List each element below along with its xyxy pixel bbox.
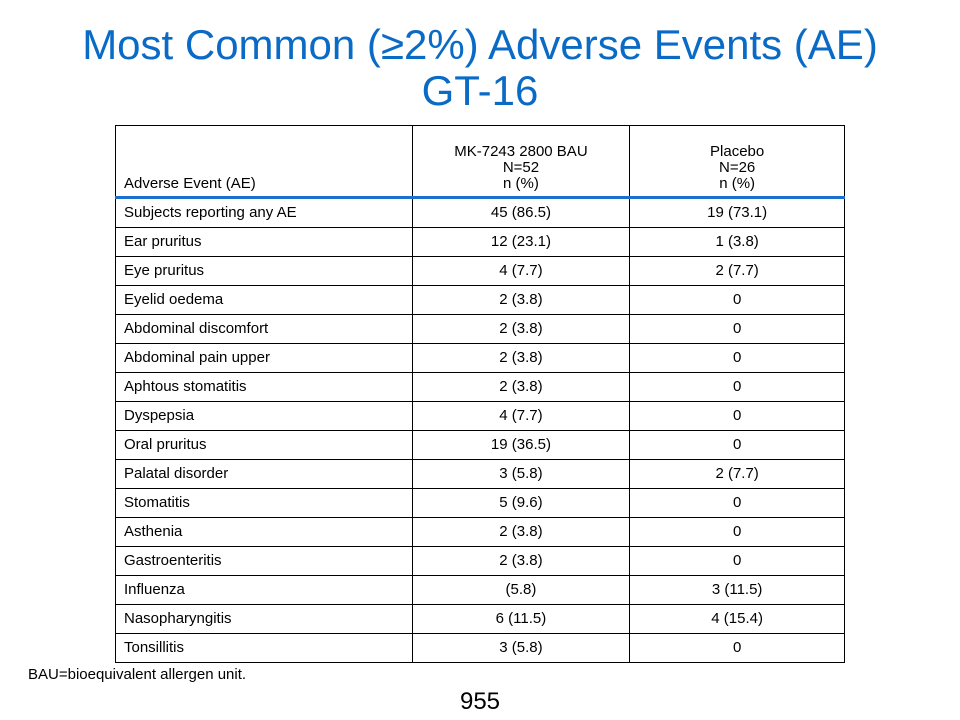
table-row: Subjects reporting any AE 45 (86.5) 19 (73… — [115, 197, 845, 228]
header-placebo-unit: n (%) — [719, 175, 756, 192]
cell-drug: 45 (86.5) — [411, 197, 631, 228]
cell-drug: 3 (5.8) — [411, 633, 631, 663]
cell-placebo: 1 (3.8) — [629, 227, 845, 257]
table-row: Nasopharyngitis 6 (11.5) 4 (15.4) — [115, 604, 845, 634]
cell-ae: Eyelid oedema — [115, 285, 413, 315]
cell-placebo: 0 — [629, 372, 845, 402]
table-row: Dyspepsia 4 (7.7) 0 — [115, 401, 845, 431]
cell-drug: 2 (3.8) — [411, 285, 631, 315]
cell-ae: Tonsillitis — [115, 633, 413, 663]
cell-drug: 19 (36.5) — [411, 430, 631, 460]
cell-ae: Eye pruritus — [115, 256, 413, 286]
cell-ae: Gastroenteritis — [115, 546, 413, 576]
cell-ae: Nasopharyngitis — [115, 604, 413, 634]
cell-placebo: 2 (7.7) — [629, 256, 845, 286]
table-row: Abdominal pain upper 2 (3.8) 0 — [115, 343, 845, 373]
cell-drug: 5 (9.6) — [411, 488, 631, 518]
cell-ae: Influenza — [115, 575, 413, 605]
cell-placebo: 0 — [629, 430, 845, 460]
cell-ae: Oral pruritus — [115, 430, 413, 460]
cell-ae: Ear pruritus — [115, 227, 413, 257]
table-row: Eyelid oedema 2 (3.8) 0 — [115, 285, 845, 315]
cell-placebo: 0 — [629, 488, 845, 518]
header-adverse-event: Adverse Event (AE) — [115, 125, 413, 199]
table-row: Ear pruritus 12 (23.1) 1 (3.8) — [115, 227, 845, 257]
footnote: BAU=bioequivalent allergen unit. — [28, 666, 247, 683]
cell-placebo: 0 — [629, 343, 845, 373]
cell-ae: Stomatitis — [115, 488, 413, 518]
title-line-2: GT-16 — [421, 67, 539, 114]
cell-drug: 12 (23.1) — [411, 227, 631, 257]
header-placebo-group: Placebo N=26 n (%) — [629, 125, 845, 199]
table-row: Eye pruritus 4 (7.7) 2 (7.7) — [115, 256, 845, 286]
table-row: Aphtous stomatitis 2 (3.8) 0 — [115, 372, 845, 402]
table-row: Oral pruritus 19 (36.5) 0 — [115, 430, 845, 460]
cell-drug: 6 (11.5) — [411, 604, 631, 634]
title-line-1: Most Common (≥2%) Adverse Events (AE) — [82, 21, 878, 68]
table-row: Palatal disorder 3 (5.8) 2 (7.7) — [115, 459, 845, 489]
cell-ae: Abdominal discomfort — [115, 314, 413, 344]
cell-ae: Subjects reporting any AE — [115, 197, 413, 228]
cell-drug: 4 (7.7) — [411, 401, 631, 431]
table-row: Asthenia 2 (3.8) 0 — [115, 517, 845, 547]
cell-drug: 3 (5.8) — [411, 459, 631, 489]
header-drug-n: N=52 — [502, 159, 540, 176]
cell-placebo: 0 — [629, 285, 845, 315]
table-row: Stomatitis 5 (9.6) 0 — [115, 488, 845, 518]
table-row: Gastroenteritis 2 (3.8) 0 — [115, 546, 845, 576]
cell-drug: 2 (3.8) — [411, 517, 631, 547]
cell-ae: Abdominal pain upper — [115, 343, 413, 373]
cell-placebo: 0 — [629, 517, 845, 547]
cell-placebo: 4 (15.4) — [629, 604, 845, 634]
table-row: Abdominal discomfort 2 (3.8) 0 — [115, 314, 845, 344]
header-placebo-name: Placebo — [710, 143, 765, 160]
header-drug-group: MK-7243 2800 BAU N=52 n (%) — [411, 125, 631, 199]
cell-ae: Palatal disorder — [115, 459, 413, 489]
table-header-row: Adverse Event (AE) MK-7243 2800 BAU N=52… — [115, 125, 845, 199]
cell-ae: Aphtous stomatitis — [115, 372, 413, 402]
cell-ae: Dyspepsia — [115, 401, 413, 431]
cell-placebo: 19 (73.1) — [629, 197, 845, 228]
table-row: Influenza (5.8) 3 (11.5) — [115, 575, 845, 605]
cell-placebo: 2 (7.7) — [629, 459, 845, 489]
cell-drug: 2 (3.8) — [411, 372, 631, 402]
table-row: Tonsillitis 3 (5.8) 0 — [115, 633, 845, 663]
cell-drug: (5.8) — [411, 575, 631, 605]
cell-placebo: 0 — [629, 546, 845, 576]
cell-drug: 2 (3.8) — [411, 343, 631, 373]
cell-drug: 2 (3.8) — [411, 314, 631, 344]
cell-placebo: 3 (11.5) — [629, 575, 845, 605]
cell-ae: Asthenia — [115, 517, 413, 547]
cell-placebo: 0 — [629, 401, 845, 431]
header-drug-name: MK-7243 2800 BAU — [454, 143, 588, 160]
header-placebo-n: N=26 — [719, 159, 756, 176]
cell-drug: 4 (7.7) — [411, 256, 631, 286]
adverse-events-table: Adverse Event (AE) MK-7243 2800 BAU N=52… — [115, 125, 845, 663]
cell-drug: 2 (3.8) — [411, 546, 631, 576]
slide-title: Most Common (≥2%) Adverse Events (AE) GT… — [0, 22, 960, 114]
cell-placebo: 0 — [629, 633, 845, 663]
cell-placebo: 0 — [629, 314, 845, 344]
page-number: 955 — [459, 688, 501, 715]
header-drug-unit: n (%) — [503, 175, 539, 192]
